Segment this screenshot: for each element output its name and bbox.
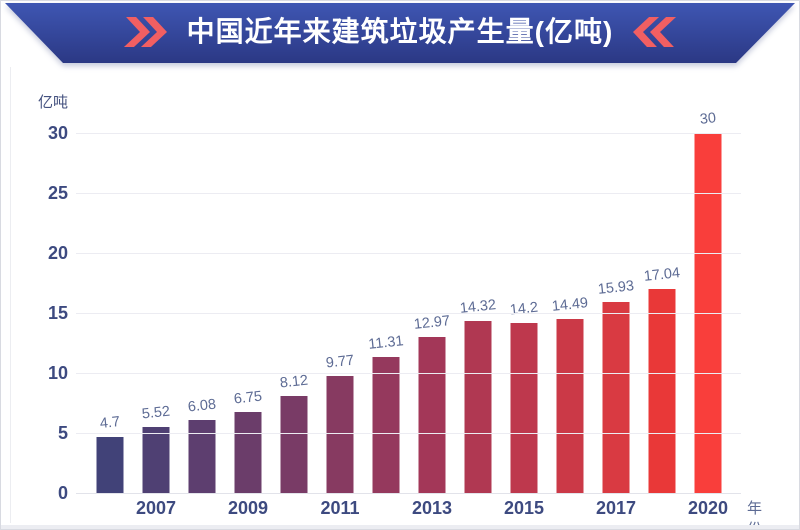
bar-value-label: 30 [699, 110, 717, 128]
card-bottom-edge [1, 525, 799, 529]
bar-slot: 15.93 2017 [593, 133, 639, 518]
bar [602, 301, 630, 493]
bar [418, 337, 446, 493]
card-left-edge [10, 67, 11, 523]
bar [372, 357, 400, 493]
x-tick-label: 2011 [320, 498, 360, 518]
bar-value-label: 5.52 [141, 403, 171, 423]
bar [510, 322, 538, 493]
bar-slot: 9.77 2011 [317, 133, 363, 518]
x-tick-label: 2020 [687, 498, 729, 518]
bar-slot: 6.75 2009 [225, 133, 271, 518]
bars-container: 4.7 5.52 2007 6.08 6.75 2009 8.12 9.77 2011 11.31… [87, 110, 731, 518]
bar-value-label: 15.93 [597, 277, 635, 298]
bar-value-label: 14.2 [509, 299, 539, 319]
bar-slot: 17.04 [639, 133, 685, 493]
bar-slot: 5.52 2007 [133, 133, 179, 518]
bar [188, 420, 216, 493]
bar-slot: 14.32 [455, 133, 501, 493]
x-tick-label: 2009 [227, 498, 269, 518]
bar-value-label: 12.97 [413, 313, 451, 334]
bar-value-label: 17.04 [643, 264, 681, 285]
chevrons-right-icon [123, 17, 170, 47]
bar [648, 288, 676, 493]
bar [280, 395, 308, 493]
x-tick-label: 2007 [135, 498, 177, 518]
gridline [76, 432, 741, 434]
y-tick-label: 10 [47, 363, 68, 383]
bar-value-label: 6.75 [233, 388, 263, 408]
gridline [76, 132, 741, 134]
page-title: 中国近年来建筑垃圾产生量(亿吨) [186, 16, 614, 47]
y-tick-label: 5 [57, 423, 68, 443]
y-tick-label: 20 [47, 243, 68, 263]
chevrons-left-icon [630, 17, 677, 47]
bar-slot: 14.2 2015 [501, 133, 547, 518]
bar-slot: 4.7 [87, 133, 133, 493]
bar-slot: 6.08 [179, 133, 225, 493]
x-tick-label: 2017 [595, 498, 637, 518]
gridline [76, 492, 741, 494]
gridline [76, 252, 741, 254]
banner-trapezoid: 中国近年来建筑垃圾产生量(亿吨) [5, 3, 795, 63]
bar [234, 412, 262, 493]
y-axis-unit-label: 亿吨 [38, 94, 69, 111]
bar-value-label: 4.7 [99, 413, 121, 432]
bar-slot: 11.31 [363, 133, 409, 493]
x-tick-label: 2013 [411, 498, 453, 518]
title-banner: 中国近年来建筑垃圾产生量(亿吨) [1, 1, 799, 71]
bar-chart-plot-area: 亿吨 4.7 5.52 2007 6.08 6.75 2009 8.12 9.77 2011 11… [38, 94, 762, 529]
bar [556, 319, 584, 493]
bar-slot: 12.97 2013 [409, 133, 455, 518]
y-tick-label: 30 [47, 123, 68, 143]
bar-value-label: 9.77 [325, 352, 355, 372]
bar [326, 375, 354, 493]
bar-value-label: 11.31 [367, 333, 405, 354]
bar [142, 426, 170, 493]
gridline [76, 192, 741, 194]
y-tick-label: 15 [47, 303, 68, 323]
bar [464, 321, 492, 493]
bar-slot: 14.49 [547, 133, 593, 493]
gridline [76, 312, 741, 314]
bar-value-label: 8.12 [279, 372, 309, 391]
y-tick-label: 25 [47, 183, 68, 203]
bar-value-label: 14.32 [459, 297, 497, 318]
bar-value-label: 6.08 [187, 396, 217, 416]
x-tick-label: 2015 [503, 498, 545, 518]
y-tick-label: 0 [57, 483, 68, 503]
bar [96, 436, 124, 493]
bar-slot: 8.12 [271, 133, 317, 493]
gridline [76, 372, 741, 374]
